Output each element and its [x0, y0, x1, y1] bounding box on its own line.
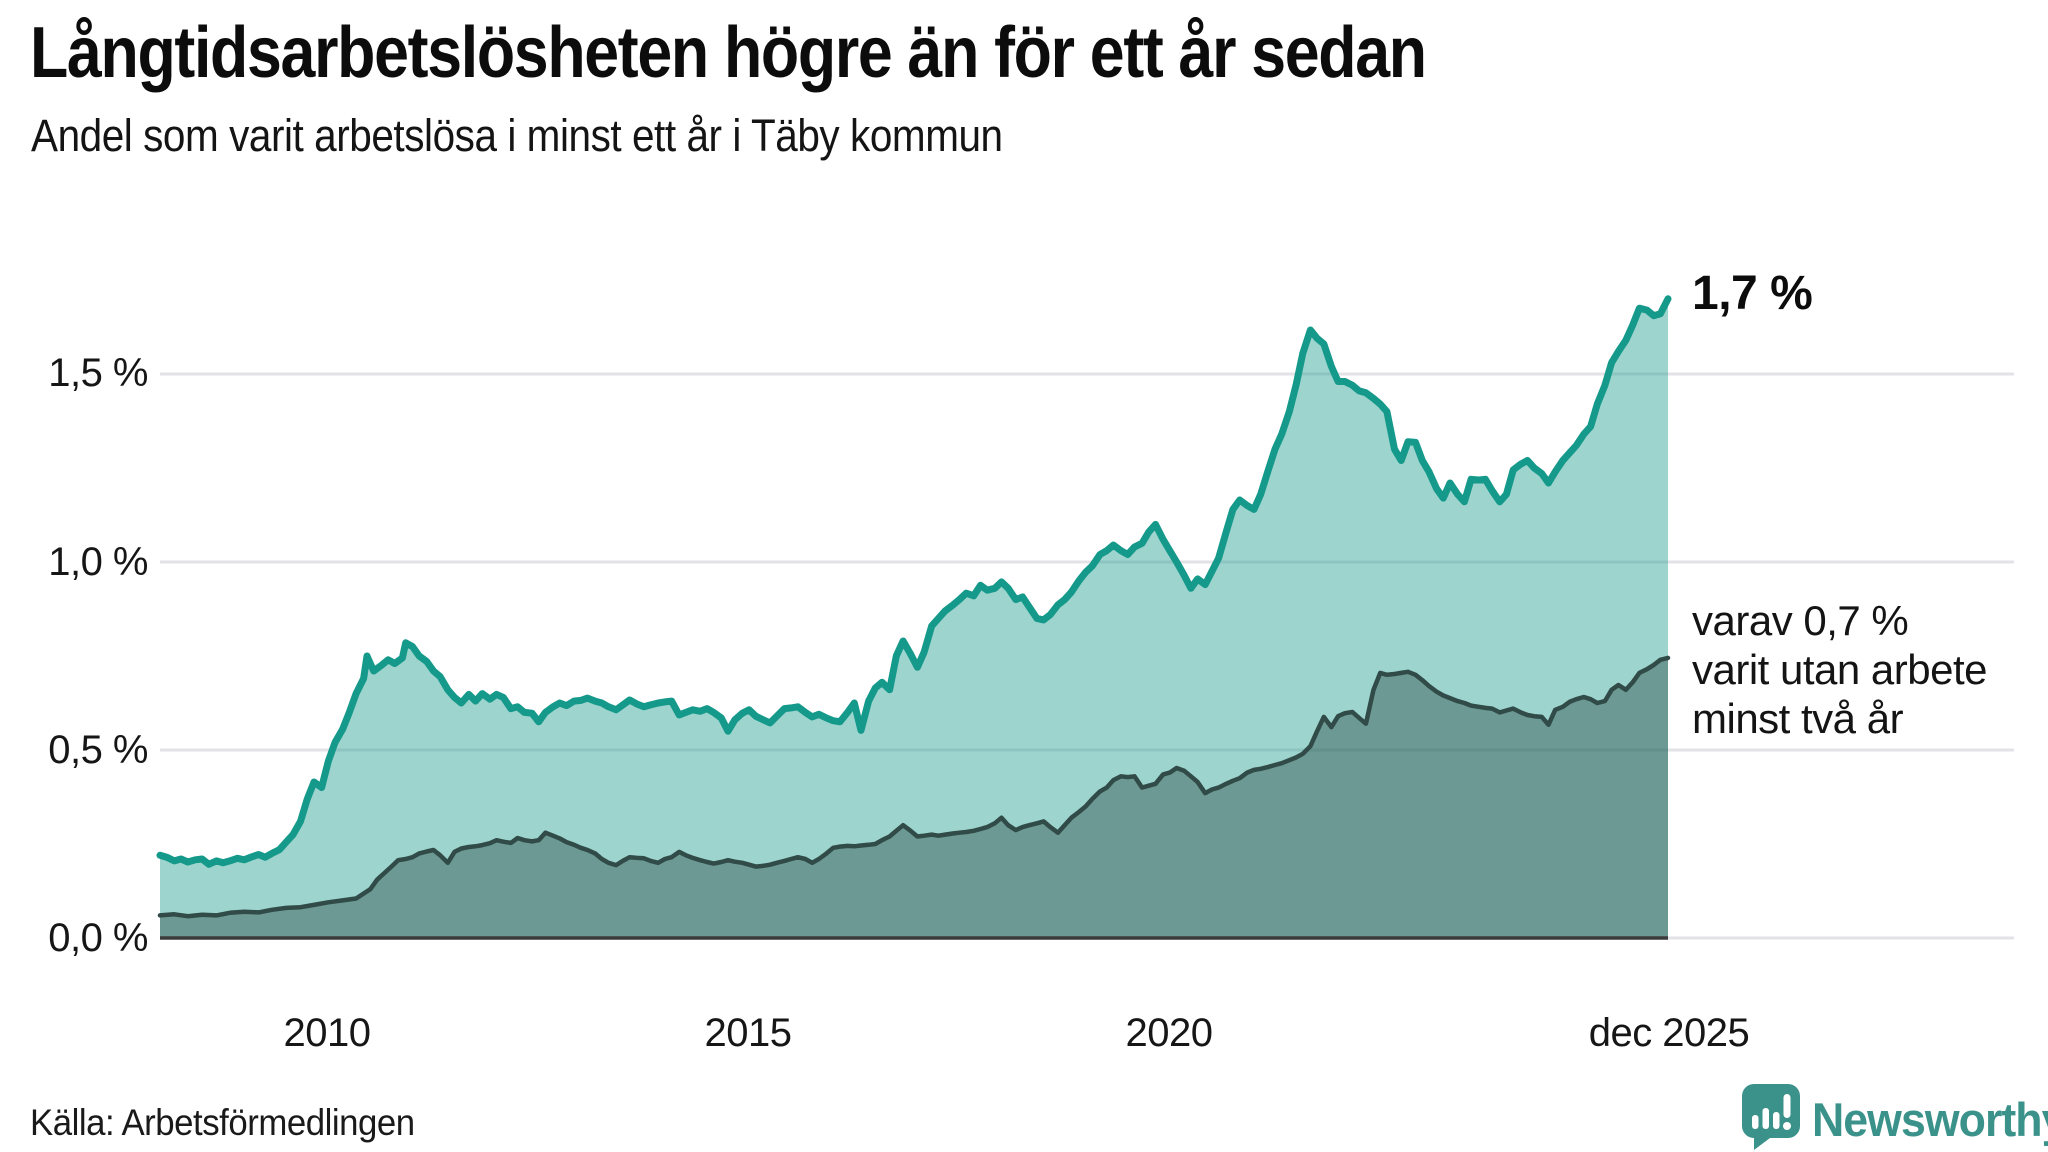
- y-tick-0-0: 0,0 %: [48, 916, 148, 960]
- x-tick-2015: 2015: [704, 1011, 792, 1055]
- x-tick-2020: 2020: [1125, 1011, 1213, 1055]
- source-note: Källa: Arbetsförmedlingen: [30, 1102, 415, 1143]
- unemployed-1yr-line: [156, 295, 1672, 868]
- annotation-line-1: varav 0,7 %: [1692, 597, 1909, 644]
- y-tick-0-5: 0,5 %: [48, 728, 148, 772]
- x-tick-dec-2025: dec 2025: [1588, 1011, 1750, 1055]
- end-value-annotation: 1,7 %: [1692, 267, 1813, 320]
- page-title: Långtidsarbetslösheten högre än för ett …: [30, 13, 1427, 93]
- y-tick-1-5: 1,5 %: [48, 351, 148, 395]
- newsworthy-logo-text: Newsworthy: [1812, 1093, 2048, 1146]
- x-tick-2010: 2010: [283, 1011, 371, 1055]
- unemployed-1yr-area: [160, 298, 1668, 938]
- annotation-line-2: varit utan arbete: [1692, 646, 1988, 693]
- unemployed-2yr-area: [160, 657, 1668, 938]
- annotation-line-3: minst två år: [1692, 695, 1904, 742]
- newsworthy-logo-icon: [1742, 1084, 1800, 1150]
- secondary-series-annotation: varav 0,7 % varit utan arbete minst två …: [1692, 596, 1988, 743]
- unemployed-2yr-line: [157, 655, 1671, 919]
- newsworthy-logo: Newsworthy: [1742, 1084, 2048, 1150]
- y-tick-1-0: 1,0 %: [48, 540, 148, 584]
- chart-subtitle: Andel som varit arbetslösa i minst ett å…: [31, 110, 1003, 161]
